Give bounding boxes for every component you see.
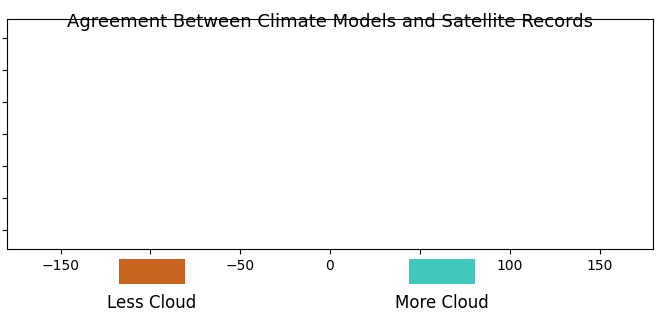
FancyBboxPatch shape [119, 259, 185, 284]
FancyBboxPatch shape [409, 259, 475, 284]
Text: Agreement Between Climate Models and Satellite Records: Agreement Between Climate Models and Sat… [67, 13, 593, 31]
Text: Less Cloud: Less Cloud [107, 294, 197, 312]
Text: More Cloud: More Cloud [395, 294, 489, 312]
